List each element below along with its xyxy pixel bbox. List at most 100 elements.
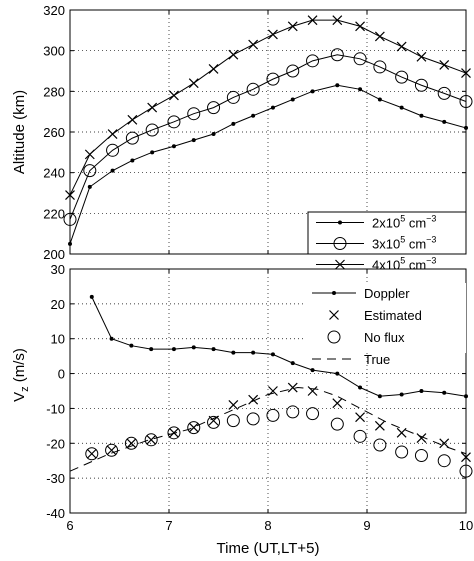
- velocity-legend-entry-doppler-marker: [332, 291, 336, 295]
- velocity-series-doppler-point: [419, 389, 424, 393]
- velocity-series-doppler-point: [211, 347, 216, 352]
- velocity-series-no-flux-point: [207, 415, 221, 429]
- altitude-series-2x10-point: [377, 97, 382, 102]
- altitude-series-2x10-point: [130, 158, 135, 163]
- altitude-series-2x10-point: [335, 83, 340, 88]
- altitude-series-4x10-point: [228, 49, 239, 60]
- altitude-series-4x10-point: [307, 15, 318, 26]
- altitude-ytick-label: 220: [43, 206, 65, 221]
- altitude-series-4x10-line: [69, 19, 467, 196]
- velocity-series-doppler: [89, 294, 468, 399]
- altitude-ytick-label: 260: [43, 125, 65, 140]
- velocity-series-doppler-point: [335, 371, 340, 376]
- velocity-series-doppler-point: [290, 361, 295, 366]
- altitude-legend-entry-3x10-label-unit: cm: [405, 237, 426, 252]
- altitude-legend-entry-4x10-label-text: 4x10: [372, 258, 400, 273]
- altitude-series-4x10-point: [355, 21, 365, 32]
- velocity-xtick-label: 8: [264, 518, 271, 533]
- velocity-series-estimated-point: [461, 452, 471, 463]
- altitude-legend-box: [307, 211, 467, 255]
- velocity-series-estimated-point: [126, 438, 137, 449]
- altitude-series-2x10-point: [464, 125, 468, 130]
- velocity-xtick-label: 6: [66, 518, 73, 533]
- altitude-legend-entry-2x10-label-text: 2x10: [372, 216, 400, 231]
- altitude-series-3x10-point: [437, 86, 451, 100]
- altitude-series-4x10-point: [268, 29, 278, 40]
- velocity-series-doppler-point: [310, 368, 315, 373]
- velocity-series-no-flux-point: [330, 417, 344, 431]
- velocity-series-no-flux-point: [373, 438, 387, 452]
- velocity-series-no-flux-point: [395, 445, 409, 459]
- altitude-legend-entry-2x10: 2x105 cm−3: [316, 214, 436, 231]
- altitude-legend-entry-4x10-label-exponent: 5: [400, 256, 405, 266]
- altitude-series-2x10-point: [399, 105, 404, 110]
- altitude-series-2x10-line: [69, 84, 467, 244]
- velocity-series-no-flux-point: [246, 412, 260, 426]
- altitude-legend-entry-3x10-label-unit-exponent: −3: [426, 235, 436, 245]
- velocity-ytick-label: -10: [46, 401, 65, 416]
- altitude-series-2x10-point: [310, 89, 315, 94]
- altitude-series-3x10-point: [459, 95, 473, 108]
- altitude-series-3x10-point: [306, 54, 320, 68]
- velocity-legend-entry-doppler: Doppler: [312, 286, 410, 301]
- altitude-series-2x10: [68, 83, 468, 246]
- velocity-series-estimated-point: [355, 412, 365, 423]
- altitude-series-3x10-point: [353, 52, 367, 66]
- altitude-legend-entry-4x10-label: 4x105 cm−3: [372, 256, 436, 273]
- altitude-series-2x10-point: [110, 168, 115, 173]
- velocity-series-no-flux-point: [414, 448, 428, 462]
- velocity-series-no-flux-point: [105, 443, 119, 457]
- altitude-series-2x10-point: [191, 138, 196, 143]
- altitude-series-2x10-point: [211, 132, 216, 137]
- velocity-ytick-label: 0: [58, 367, 65, 382]
- altitude-series-3x10-point: [106, 143, 120, 157]
- time-axis-label: Time (UT,LT+5): [217, 540, 320, 557]
- altitude-series-2x10-point: [150, 150, 155, 155]
- velocity-series-doppler-point: [191, 345, 196, 350]
- velocity-ytick-label: -20: [46, 436, 65, 451]
- altitude-series-4x10-point: [65, 190, 75, 200]
- altitude-legend-entry-4x10-label-unit-exponent: −3: [426, 256, 436, 266]
- vertical-velocity-panel: -40 -30 -20 -10 0 10 20 30 6 7 8 9 10 Doppler Estimate…: [46, 262, 473, 533]
- altitude-series-4x10-point: [374, 31, 385, 42]
- altitude-ytick-label: 320: [43, 3, 65, 18]
- velocity-series-no-flux-point: [85, 447, 99, 461]
- velocity-series-estimated-point: [307, 386, 318, 396]
- altitude-legend-entry-2x10-label: 2x105 cm−3: [372, 214, 436, 231]
- altitude-series-4x10-point: [169, 90, 179, 101]
- altitude-series-3x10-point: [330, 48, 344, 62]
- velocity-legend-entry-estimated-marker: [329, 310, 339, 320]
- altitude-series-3x10-point: [226, 90, 240, 104]
- velocity-legend-entry-doppler-label-text: Doppler: [364, 286, 410, 301]
- altitude-series-4x10-point: [287, 21, 298, 32]
- velocity-series-estimated-point: [146, 434, 157, 445]
- altitude-series-4x10-point: [147, 102, 158, 113]
- altitude-legend-entry-2x10-label-unit-exponent: −3: [426, 214, 436, 224]
- altitude-series-4x10-point: [396, 41, 407, 52]
- velocity-series-no-flux-point: [144, 433, 158, 447]
- altitude-legend-entry-3x10: 3x105 cm−3: [316, 235, 436, 252]
- velocity-xtick-label: 7: [165, 518, 172, 533]
- velocity-series-doppler-point: [129, 343, 134, 348]
- altitude-series-3x10-point: [414, 78, 428, 92]
- altitude-series-2x10-point: [87, 184, 92, 189]
- velocity-series-doppler-point: [251, 350, 256, 355]
- altitude-series-4x10-point: [188, 78, 199, 89]
- velocity-series-no-flux-point: [226, 414, 240, 428]
- altitude-legend-entry-2x10-label-exponent: 5: [400, 214, 405, 224]
- velocity-series-doppler-point: [89, 294, 94, 299]
- altitude-series-4x10-point: [439, 59, 450, 70]
- velocity-axis-subscript: z: [19, 386, 31, 392]
- altitude-series-3x10-line: [69, 54, 467, 220]
- altitude-series-3x10-point: [373, 60, 387, 74]
- altitude-series-3x10-point: [246, 82, 260, 96]
- altitude-series-2x10-point: [419, 113, 424, 118]
- velocity-ytick-label: 20: [51, 297, 65, 312]
- altitude-series-3x10-point: [286, 64, 300, 78]
- velocity-series-estimated-point: [287, 382, 298, 393]
- velocity-series-estimated-point: [228, 400, 239, 410]
- velocity-legend-entry-estimated: Estimated: [329, 308, 422, 323]
- altitude-series-2x10-point: [442, 119, 447, 124]
- velocity-series-doppler-point: [442, 390, 447, 395]
- velocity-series-doppler-point: [171, 347, 176, 352]
